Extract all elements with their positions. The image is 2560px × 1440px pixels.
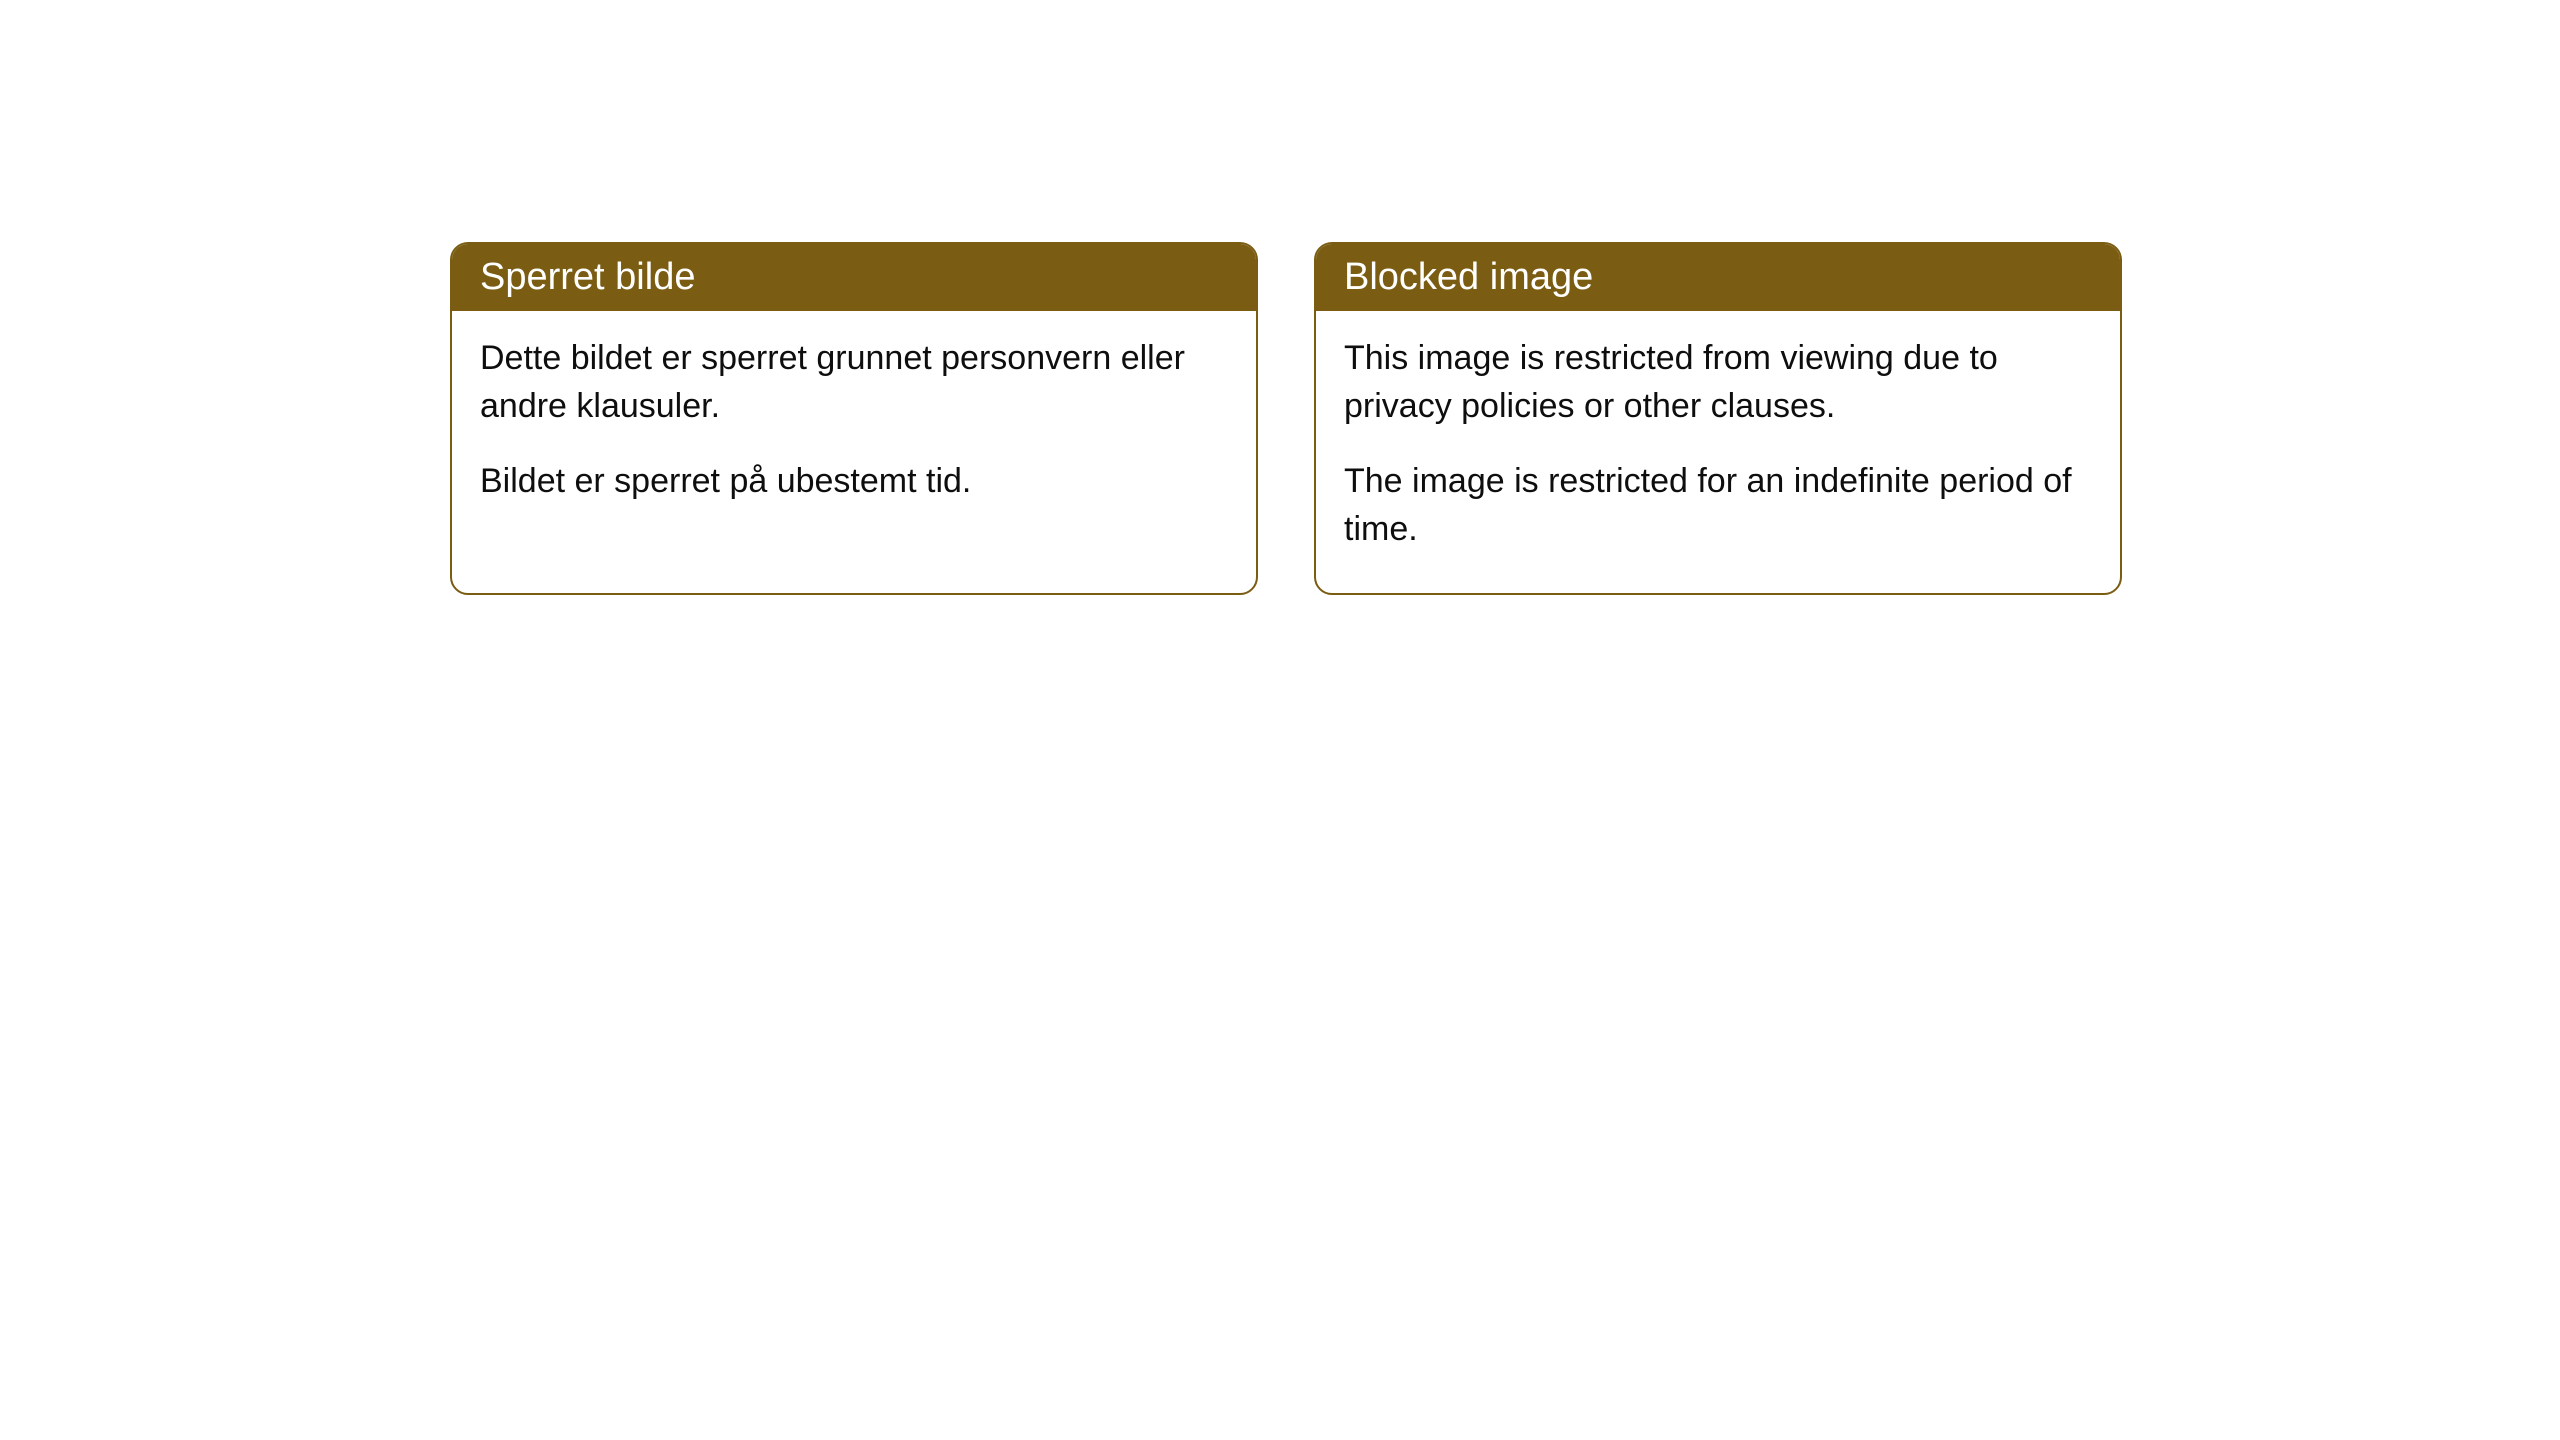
notice-paragraph: This image is restricted from viewing du… xyxy=(1344,335,2092,430)
notice-body: Dette bildet er sperret grunnet personve… xyxy=(452,311,1256,546)
notice-container: Sperret bilde Dette bildet er sperret gr… xyxy=(0,0,2560,595)
notice-card-english: Blocked image This image is restricted f… xyxy=(1314,242,2122,595)
notice-title: Sperret bilde xyxy=(480,256,695,298)
notice-body: This image is restricted from viewing du… xyxy=(1316,311,2120,593)
notice-paragraph: The image is restricted for an indefinit… xyxy=(1344,458,2092,553)
notice-paragraph: Bildet er sperret på ubestemt tid. xyxy=(480,458,1228,506)
notice-header: Blocked image xyxy=(1316,244,2120,311)
notice-card-norwegian: Sperret bilde Dette bildet er sperret gr… xyxy=(450,242,1258,595)
notice-paragraph: Dette bildet er sperret grunnet personve… xyxy=(480,335,1228,430)
notice-header: Sperret bilde xyxy=(452,244,1256,311)
notice-title: Blocked image xyxy=(1344,256,1593,298)
